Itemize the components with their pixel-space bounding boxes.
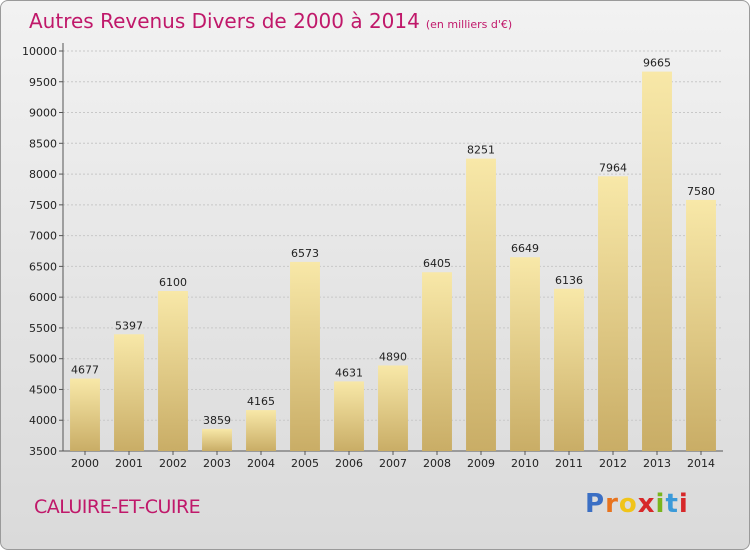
logo-letter: o: [618, 489, 638, 519]
bar-value-label: 7964: [599, 161, 627, 174]
logo-letter: i: [655, 489, 666, 519]
y-tick-label: 4500: [29, 383, 57, 396]
bar-value-label: 4677: [71, 364, 99, 377]
y-tick-label: 5000: [29, 353, 57, 366]
y-tick-label: 10000: [22, 45, 57, 58]
x-tick-label: 2002: [159, 457, 187, 470]
y-tick-label: 8000: [29, 168, 57, 181]
y-tick-label: 8500: [29, 137, 57, 150]
y-tick-label: 9000: [29, 107, 57, 120]
bar: [642, 71, 672, 451]
y-tick-label: 6000: [29, 291, 57, 304]
x-tick-label: 2014: [687, 457, 715, 470]
logo-letter: t: [665, 489, 679, 519]
x-tick-label: 2012: [599, 457, 627, 470]
y-tick-label: 3500: [29, 445, 57, 458]
x-tick-label: 2005: [291, 457, 319, 470]
bar: [510, 257, 540, 451]
chart-subtitle: (en milliers d'€): [425, 18, 513, 31]
bar-value-label: 6573: [291, 247, 319, 260]
chart-title-text: Autres Revenus Divers de 2000 à 2014: [29, 9, 420, 33]
bar-value-label: 8251: [467, 144, 495, 157]
x-tick-label: 2008: [423, 457, 451, 470]
y-tick-label: 7500: [29, 199, 57, 212]
bar: [422, 272, 452, 451]
bar: [246, 410, 276, 451]
bar: [686, 199, 716, 451]
bar: [202, 428, 232, 451]
x-tick-label: 2009: [467, 457, 495, 470]
bar: [290, 261, 320, 451]
x-tick-label: 2000: [71, 457, 99, 470]
x-tick-label: 2011: [555, 457, 583, 470]
x-tick-label: 2010: [511, 457, 539, 470]
bar: [70, 378, 100, 451]
bar: [466, 158, 496, 451]
bar-value-label: 6100: [159, 276, 187, 289]
bar-value-label: 4165: [247, 395, 275, 408]
bar-value-label: 4890: [379, 350, 407, 363]
bar-value-label: 5397: [115, 319, 143, 332]
x-tick-label: 2001: [115, 457, 143, 470]
logo-letter: x: [637, 489, 656, 519]
bar-value-label: 7580: [687, 185, 715, 198]
bar-value-label: 3859: [203, 414, 231, 427]
bar-value-label: 6136: [555, 274, 583, 287]
proxiti-logo: Proxiti: [585, 489, 689, 519]
bar: [158, 291, 188, 451]
y-tick-label: 9500: [29, 76, 57, 89]
bar-value-label: 9665: [643, 57, 671, 70]
commune-name: CALUIRE-ET-CUIRE: [34, 496, 201, 518]
x-tick-label: 2007: [379, 457, 407, 470]
bar: [114, 334, 144, 451]
x-tick-label: 2006: [335, 457, 363, 470]
x-tick-label: 2004: [247, 457, 275, 470]
chart-title: Autres Revenus Divers de 2000 à 2014 (en …: [29, 9, 512, 33]
bar: [378, 365, 408, 451]
x-tick-label: 2003: [203, 457, 231, 470]
bar-value-label: 6405: [423, 257, 451, 270]
bar-value-label: 6649: [511, 242, 539, 255]
bar-value-label: 4631: [335, 366, 363, 379]
y-tick-label: 5500: [29, 322, 57, 335]
logo-letter: P: [585, 489, 606, 519]
logo-letter: r: [605, 489, 619, 519]
x-tick-label: 2013: [643, 457, 671, 470]
bar: [554, 288, 584, 451]
logo-letter: i: [678, 489, 689, 519]
y-tick-label: 7000: [29, 230, 57, 243]
bar: [598, 176, 628, 452]
bar: [334, 381, 364, 451]
y-tick-label: 4000: [29, 414, 57, 427]
y-tick-label: 6500: [29, 260, 57, 273]
